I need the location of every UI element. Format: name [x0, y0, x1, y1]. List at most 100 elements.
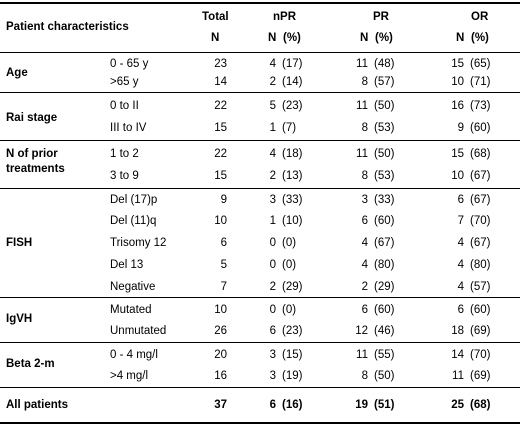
cell-pr-n: 11	[356, 58, 368, 70]
cell-pr-pct: (50)	[374, 100, 395, 112]
cell-npr-n: 0	[269, 259, 276, 271]
cell-npr-pct: (18)	[282, 148, 303, 160]
header-npr-n: N	[268, 32, 277, 44]
cell-or-n: 9	[457, 122, 464, 134]
cell-or-pct: (69)	[470, 370, 491, 382]
all-patients-pr-n: 19	[355, 399, 368, 411]
cell-npr-pct: (0)	[282, 237, 297, 249]
row-label: Del 13	[110, 259, 144, 271]
cell-total: 6	[220, 237, 227, 249]
cell-pr-pct: (33)	[374, 194, 395, 206]
cell-npr-pct: (33)	[282, 194, 303, 206]
cell-npr-pct: (10)	[282, 215, 303, 227]
cell-or-n: 11	[452, 370, 464, 382]
cell-npr-n: 1	[269, 122, 276, 134]
cell-or-pct: (67)	[470, 237, 491, 249]
cell-pr-n: 6	[361, 215, 368, 227]
cell-or-pct: (80)	[470, 259, 491, 271]
cell-or-n: 6	[457, 304, 464, 316]
cell-or-n: 18	[451, 325, 464, 337]
row-label: Del (11)q	[110, 215, 157, 227]
cell-total: 9	[220, 194, 227, 206]
cell-npr-n: 6	[269, 325, 276, 337]
cell-or-n: 15	[451, 148, 464, 160]
cell-total: 5	[220, 259, 227, 271]
cell-total: 23	[214, 58, 227, 70]
header-pr: PR	[373, 11, 389, 23]
cell-total: 14	[214, 76, 227, 88]
cell-or-n: 7	[457, 215, 464, 227]
row-label: 1 to 2	[110, 148, 139, 160]
cell-or-pct: (57)	[470, 281, 491, 293]
cell-npr-pct: (15)	[282, 349, 303, 361]
cell-or-pct: (70)	[470, 215, 491, 227]
cell-pr-n: 8	[361, 370, 368, 382]
cell-pr-pct: (48)	[374, 58, 395, 70]
rule-fish	[0, 297, 520, 298]
rule-igvh	[0, 342, 520, 343]
rule-age	[0, 92, 520, 93]
all-patients-pr-pct: (51)	[374, 399, 395, 411]
cell-or-n: 16	[451, 100, 464, 112]
header-total-n: N	[211, 32, 220, 44]
cell-pr-n: 11	[356, 349, 368, 361]
row-label: 0 - 4 mg/l	[110, 349, 158, 361]
cell-pr-n: 4	[361, 259, 368, 271]
cell-or-pct: (69)	[470, 325, 491, 337]
cell-or-n: 4	[457, 281, 464, 293]
row-label: Trisomy 12	[110, 237, 167, 249]
cell-total: 22	[214, 100, 227, 112]
cell-pr-pct: (29)	[374, 281, 395, 293]
cell-total: 10	[214, 215, 227, 227]
cell-npr-pct: (14)	[282, 76, 303, 88]
row-label: 0 - 65 y	[110, 58, 149, 70]
cell-npr-pct: (23)	[282, 100, 303, 112]
cell-npr-n: 3	[269, 349, 276, 361]
cell-pr-pct: (60)	[374, 215, 395, 227]
row-label: Negative	[110, 281, 156, 293]
rule-header	[0, 52, 520, 53]
cell-npr-n: 1	[269, 215, 276, 227]
all-patients-npr-pct: (16)	[282, 399, 303, 411]
cell-or-pct: (73)	[470, 100, 491, 112]
cell-total: 15	[214, 170, 227, 182]
cell-pr-pct: (57)	[374, 76, 395, 88]
cell-pr-n: 11	[356, 100, 368, 112]
all-patients-total: 37	[214, 399, 227, 411]
all-patients-or-n: 25	[451, 399, 464, 411]
cell-npr-pct: (17)	[282, 58, 303, 70]
row-label: Unmutated	[110, 325, 167, 337]
cell-total: 26	[214, 325, 227, 337]
all-patients-npr-n: 6	[269, 399, 276, 411]
cell-or-pct: (60)	[470, 122, 491, 134]
cell-pr-pct: (53)	[374, 122, 395, 134]
cell-or-pct: (70)	[470, 349, 491, 361]
cell-npr-pct: (29)	[282, 281, 303, 293]
header-or-pct: (%)	[471, 32, 489, 44]
cell-pr-pct: (50)	[374, 370, 395, 382]
rule-beta	[0, 387, 520, 388]
cell-pr-pct: (80)	[374, 259, 395, 271]
cell-or-pct: (67)	[470, 194, 491, 206]
group-label-age: Age	[6, 67, 28, 79]
cell-npr-pct: (19)	[282, 370, 303, 382]
header-pr-pct: (%)	[375, 32, 393, 44]
row-label: 3 to 9	[110, 170, 139, 182]
cell-pr-n: 8	[361, 170, 368, 182]
header-total: Total	[202, 11, 229, 23]
cell-npr-pct: (7)	[282, 122, 297, 134]
cell-total: 16	[214, 370, 227, 382]
cell-npr-n: 3	[269, 370, 276, 382]
cell-npr-n: 2	[269, 281, 276, 293]
cell-npr-n: 4	[269, 58, 276, 70]
group-label-beta-2m: Beta 2-m	[6, 358, 55, 370]
cell-pr-n: 11	[356, 148, 368, 160]
cell-npr-n: 2	[269, 76, 276, 88]
cell-total: 15	[214, 122, 227, 134]
group-label-fish: FISH	[6, 237, 33, 249]
cell-or-pct: (65)	[470, 58, 491, 70]
cell-or-pct: (71)	[470, 76, 491, 88]
all-patients-label: All patients	[6, 399, 68, 411]
cell-npr-n: 4	[269, 148, 276, 160]
